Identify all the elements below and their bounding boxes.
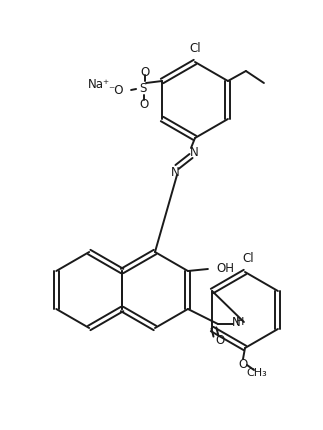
Text: O: O <box>238 357 248 371</box>
Text: O: O <box>140 98 149 111</box>
Text: N: N <box>171 166 179 178</box>
Text: ⁻O: ⁻O <box>109 83 124 96</box>
Text: S: S <box>140 82 147 95</box>
Text: N: N <box>232 316 240 329</box>
Text: Cl: Cl <box>242 252 254 264</box>
Text: Na⁺: Na⁺ <box>88 77 110 90</box>
Text: O: O <box>215 334 224 347</box>
Text: O: O <box>141 65 150 79</box>
Text: H: H <box>236 317 244 327</box>
Text: N: N <box>190 145 198 159</box>
Text: CH₃: CH₃ <box>247 368 267 378</box>
Text: Cl: Cl <box>189 42 201 55</box>
Text: OH: OH <box>216 261 234 274</box>
